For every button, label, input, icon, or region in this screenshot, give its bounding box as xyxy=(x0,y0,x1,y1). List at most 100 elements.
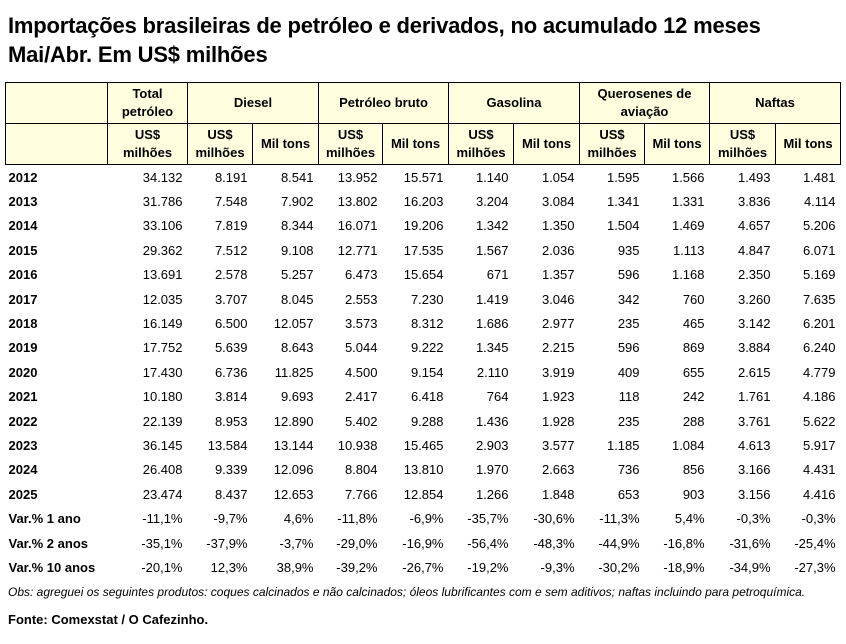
table-cell: 3.884 xyxy=(737,340,771,356)
table-cell: 3.577 xyxy=(541,437,575,453)
table-cell: 1.113 xyxy=(672,242,705,258)
table-cell: 1.848 xyxy=(541,486,575,502)
row-label: 2014 xyxy=(8,218,38,234)
table-row: Var.% 1 ano -11,1% -9,7% 4,6% -11,8% -6,9% -35… xyxy=(6,506,841,530)
table-cell: 9.693 xyxy=(280,389,314,405)
header-unit: US$ milhões xyxy=(107,123,188,165)
table-cell: 596 xyxy=(617,340,640,356)
table-cell: -56,4% xyxy=(467,535,509,551)
table-cell: 8.541 xyxy=(280,169,314,185)
table-cell: 4.847 xyxy=(737,242,771,258)
row-label: 2013 xyxy=(8,194,38,210)
table-cell: 1.481 xyxy=(802,169,836,185)
table-cell: 7.635 xyxy=(802,291,836,307)
header-unit: Mil tons xyxy=(775,123,842,165)
table-cell: -35,1% xyxy=(141,535,183,551)
table-cell: 655 xyxy=(682,364,705,380)
table-cell: 6.473 xyxy=(344,267,378,283)
row-label: 2015 xyxy=(8,242,38,258)
table-cell: 29.362 xyxy=(142,242,183,258)
imports-table: Total petróleo Diesel Petróleo bruto Gas… xyxy=(5,82,842,580)
header-group-total-petroleo: Total petróleo xyxy=(107,82,188,124)
table-cell: 1.970 xyxy=(475,462,509,478)
table-cell: 8.312 xyxy=(410,316,444,332)
table-cell: 7.512 xyxy=(214,242,248,258)
table-cell: 4,6% xyxy=(283,511,314,527)
table-cell: 5.917 xyxy=(802,437,836,453)
table-cell: 7.548 xyxy=(214,194,248,210)
table-cell: 17.535 xyxy=(403,242,444,258)
table-cell: 1.185 xyxy=(606,437,640,453)
table-cell: -16,9% xyxy=(402,535,444,551)
table-cell: 856 xyxy=(682,462,705,478)
table-cell: 869 xyxy=(682,340,705,356)
table-cell: 6.240 xyxy=(802,340,836,356)
table-cell: 5.206 xyxy=(802,218,836,234)
row-label: 2018 xyxy=(8,316,38,332)
table-cell: -0,3% xyxy=(801,511,836,527)
table-cell: -9,3% xyxy=(540,559,575,575)
table-cell: 9.339 xyxy=(214,462,248,478)
table-cell: 342 xyxy=(617,291,640,307)
table-cell: 288 xyxy=(682,413,705,429)
header-group-diesel: Diesel xyxy=(187,82,319,124)
table-cell: 23.474 xyxy=(142,486,183,502)
row-label: 2022 xyxy=(8,413,38,429)
table-cell: 13.144 xyxy=(273,437,314,453)
table-cell: 4.657 xyxy=(737,218,771,234)
table-cell: 9.222 xyxy=(410,340,444,356)
table-cell: 34.132 xyxy=(142,169,183,185)
table-row: 2021 10.180 3.814 9.693 2.417 6.418 764 1.923 11… xyxy=(6,385,841,409)
table-cell: 12.890 xyxy=(273,413,314,429)
table-cell: -3,7% xyxy=(279,535,314,551)
table-cell: 8.643 xyxy=(280,340,314,356)
table-cell: 764 xyxy=(486,389,509,405)
table-cell: 12,3% xyxy=(210,559,248,575)
table-cell: 3.573 xyxy=(344,316,378,332)
table-cell: 3.142 xyxy=(737,316,771,332)
table-cell: -18,9% xyxy=(663,559,705,575)
header-corner-cell xyxy=(5,82,108,124)
table-cell: 19.206 xyxy=(403,218,444,234)
table-cell: 242 xyxy=(682,389,705,405)
table-cell: -11,1% xyxy=(142,511,183,527)
table-cell: 4.416 xyxy=(802,486,836,502)
table-cell: 7.766 xyxy=(344,486,378,502)
table-cell: 596 xyxy=(617,267,640,283)
table-cell: 3.166 xyxy=(737,462,771,478)
table-cell: 2.036 xyxy=(541,242,575,258)
header-unit: Mil tons xyxy=(382,123,449,165)
table-cell: 2.110 xyxy=(476,364,509,380)
table-cell: 1.341 xyxy=(606,194,640,210)
table-cell: 5.257 xyxy=(280,267,314,283)
table-cell: 7.230 xyxy=(410,291,444,307)
table-cell: 36.145 xyxy=(142,437,183,453)
table-cell: 15.654 xyxy=(403,267,444,283)
table-cell: 2.350 xyxy=(737,267,771,283)
table-cell: -30,6% xyxy=(533,511,575,527)
table-cell: 10.180 xyxy=(142,389,183,405)
table-cell: 3.761 xyxy=(737,413,771,429)
table-cell: -26,7% xyxy=(402,559,444,575)
header-unit: US$ milhões xyxy=(709,123,777,165)
table-cell: -9,7% xyxy=(213,511,248,527)
table-cell: 5.402 xyxy=(344,413,378,429)
table-cell: 1.595 xyxy=(606,169,640,185)
table-cell: 13.952 xyxy=(337,169,378,185)
table-row: 2016 13.691 2.578 5.257 6.473 15.654 671 1.357 5… xyxy=(6,263,841,287)
table-cell: 16.071 xyxy=(337,218,378,234)
table-cell: 15.465 xyxy=(403,437,444,453)
table-row: 2018 16.149 6.500 12.057 3.573 8.312 1.686 2.97… xyxy=(6,311,841,335)
header-corner-cell xyxy=(5,123,108,165)
table-row: 2015 29.362 7.512 9.108 12.771 17.535 1.567 2.0… xyxy=(6,238,841,262)
row-label: 2025 xyxy=(8,486,38,502)
table-cell: 6.736 xyxy=(214,364,248,380)
table-body: 2012 34.132 8.191 8.541 13.952 15.571 1.140 1.0… xyxy=(6,165,841,580)
page-title: Importações brasileiras de petróleo e de… xyxy=(8,13,761,67)
table-cell: -25,4% xyxy=(794,535,836,551)
row-label: 2021 xyxy=(8,389,38,405)
table-cell: -30,2% xyxy=(598,559,640,575)
table-row: 2020 17.430 6.736 11.825 4.500 9.154 2.110 3.91… xyxy=(6,360,841,384)
table-cell: 465 xyxy=(682,316,705,332)
table-cell: 6.500 xyxy=(214,316,248,332)
